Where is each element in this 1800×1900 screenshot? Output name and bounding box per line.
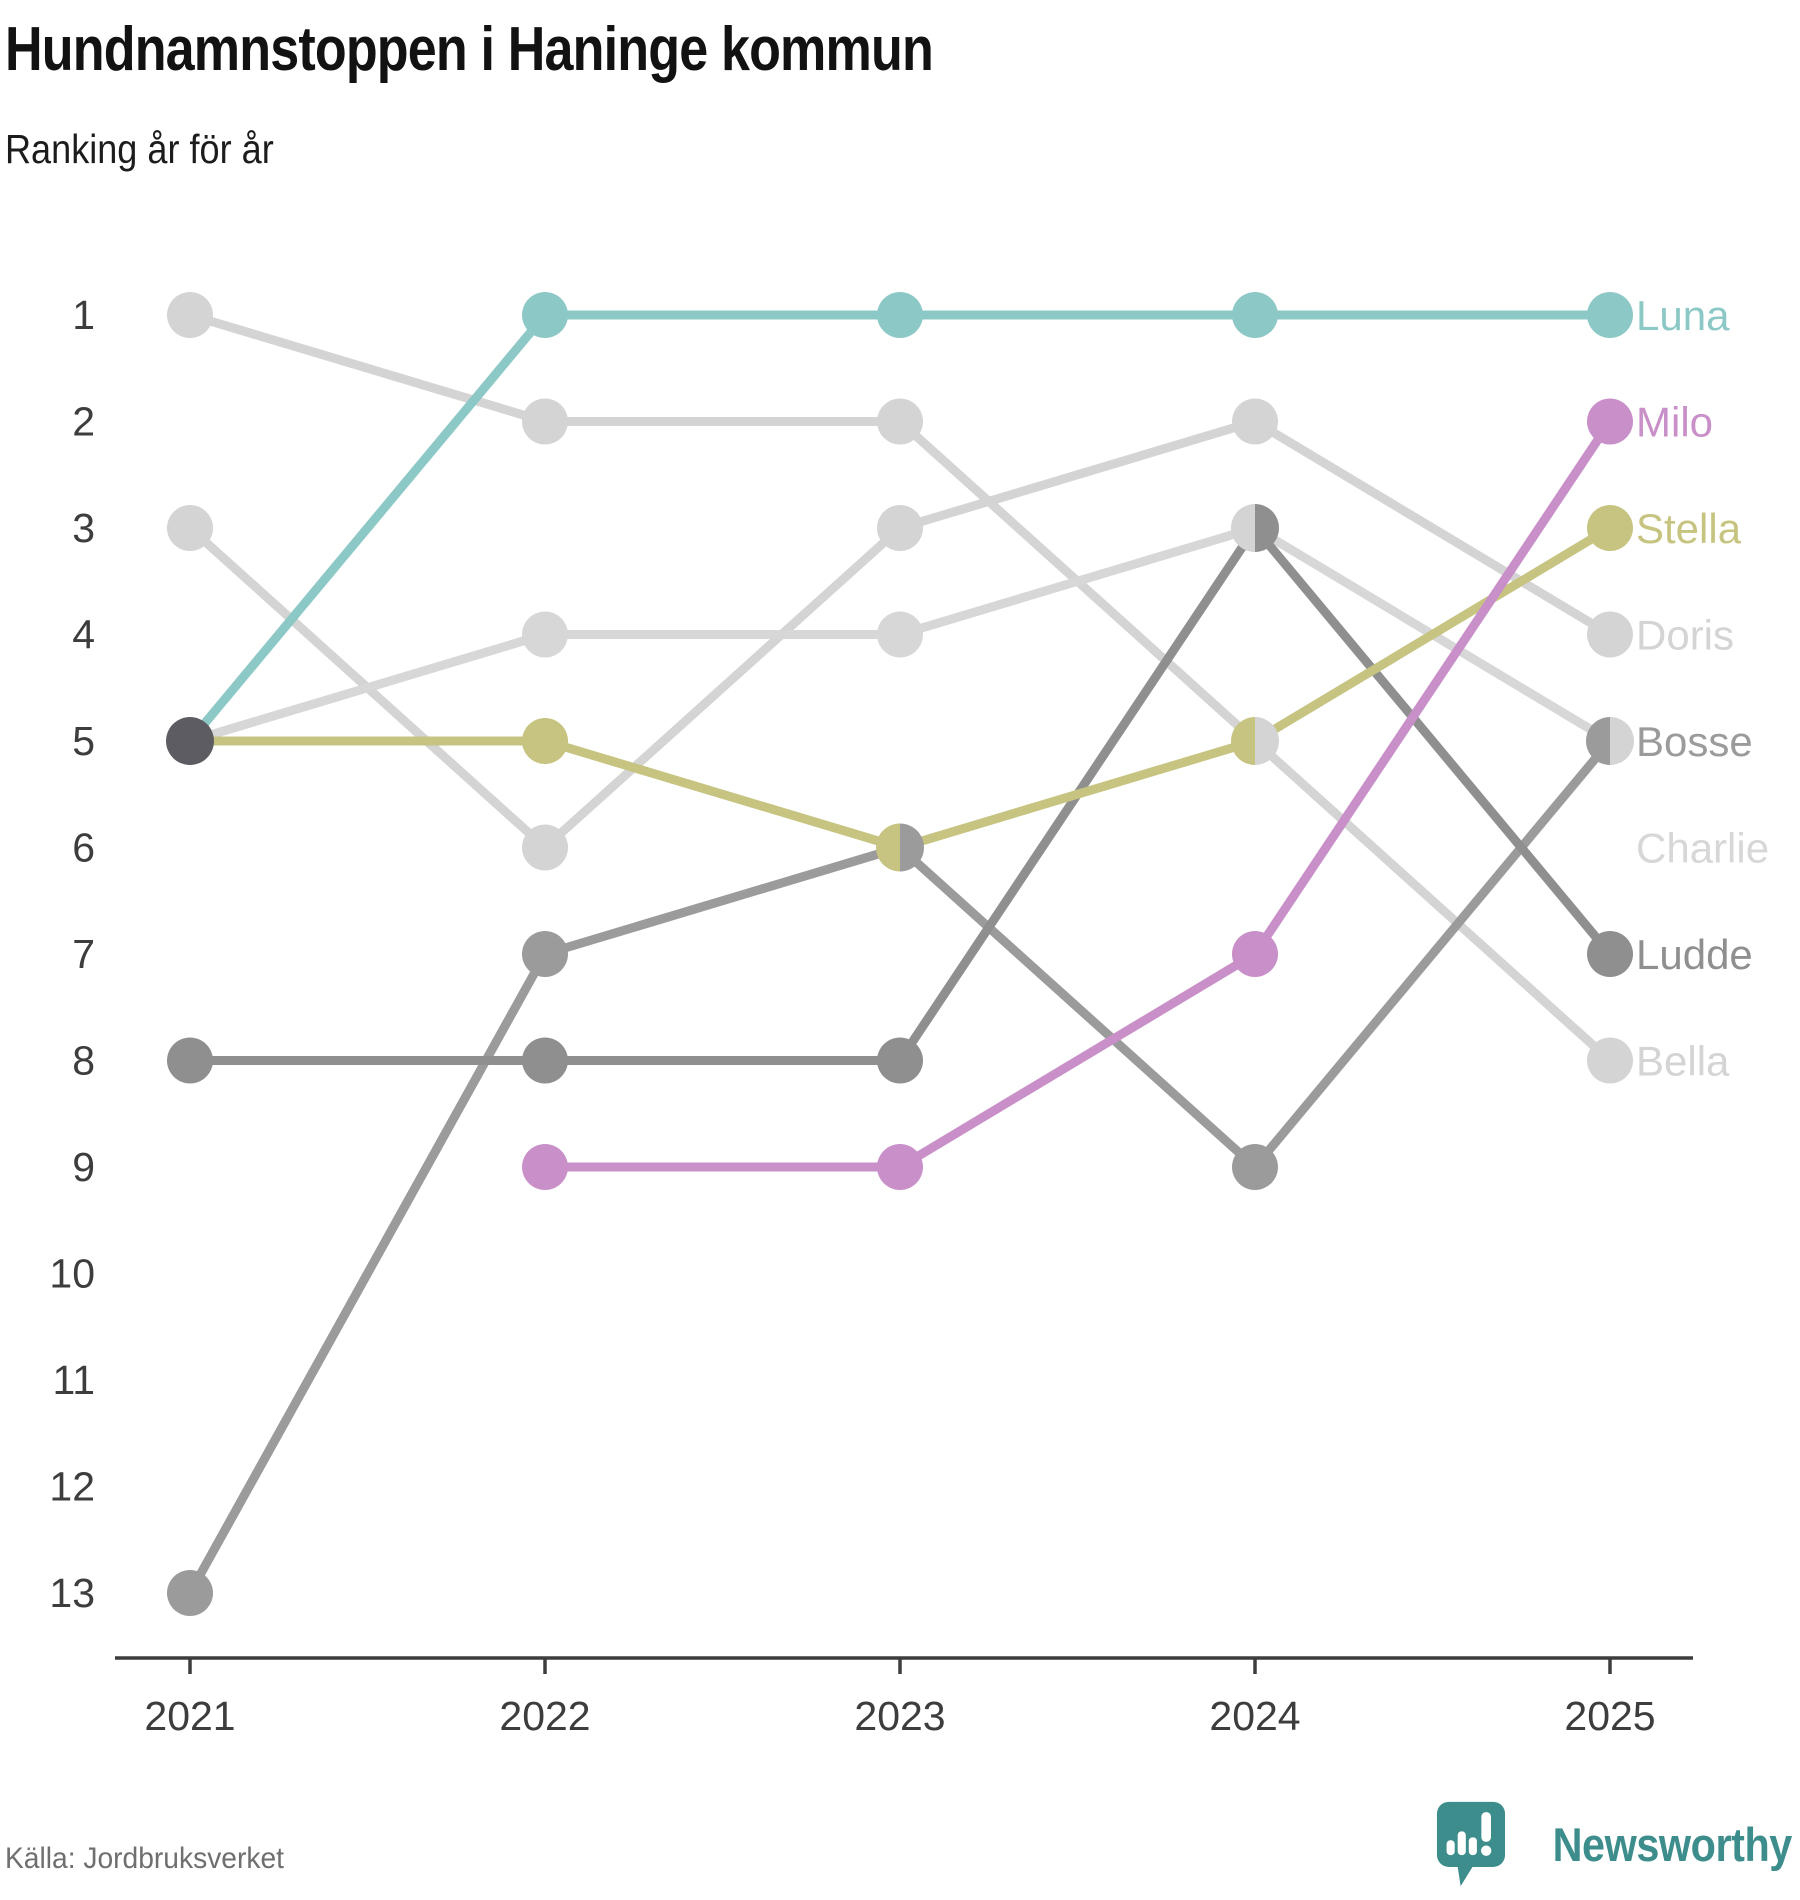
year-tick-label: 2025 bbox=[1564, 1693, 1655, 1739]
source-note: Källa: Jordbruksverket bbox=[5, 1842, 284, 1875]
newsworthy-wordmark: Newsworthy bbox=[1552, 1817, 1793, 1871]
series-label-charlie: Charlie bbox=[1636, 825, 1769, 872]
rank-tick-label: 2 bbox=[72, 399, 95, 445]
tie-dot-right-half bbox=[1255, 717, 1279, 765]
data-point bbox=[877, 1037, 923, 1084]
data-point bbox=[1232, 292, 1278, 338]
data-point bbox=[1232, 931, 1278, 977]
data-point bbox=[167, 505, 213, 551]
rank-tick-label: 1 bbox=[72, 292, 95, 338]
rank-tick-label: 7 bbox=[72, 931, 95, 977]
rank-tick-label: 9 bbox=[72, 1144, 95, 1190]
data-point bbox=[522, 718, 568, 764]
series-label-bosse: Bosse bbox=[1636, 718, 1753, 765]
tie-dot-right-half bbox=[1610, 717, 1634, 765]
data-point bbox=[1587, 1037, 1633, 1084]
data-point bbox=[1587, 292, 1633, 338]
year-tick-label: 2021 bbox=[144, 1693, 235, 1739]
data-point bbox=[522, 398, 568, 445]
year-tick-label: 2024 bbox=[1209, 1693, 1300, 1739]
tie-dot-left-half bbox=[1231, 504, 1255, 552]
year-tick-label: 2022 bbox=[499, 1693, 590, 1739]
data-point bbox=[522, 1037, 568, 1084]
tie-dot-left-half bbox=[1231, 717, 1255, 765]
data-point bbox=[167, 1570, 213, 1616]
series-line bbox=[545, 419, 1614, 1172]
series-label-stella: Stella bbox=[1636, 505, 1742, 552]
series-line bbox=[190, 524, 1613, 853]
rank-tick-label: 12 bbox=[49, 1464, 95, 1510]
series-end-labels: Bella Doris Charlie Bosse Ludde Stella Luna Mil… bbox=[1631, 287, 1775, 1091]
year-tick-label: 2023 bbox=[854, 1693, 945, 1739]
series-label-milo: Milo bbox=[1636, 399, 1713, 446]
data-point bbox=[522, 824, 568, 871]
rank-tick-label: 8 bbox=[72, 1038, 95, 1084]
tie-dot-right-half bbox=[1255, 504, 1279, 552]
page-subtitle: Ranking år för år bbox=[5, 126, 274, 172]
data-point bbox=[877, 611, 923, 658]
tie-dots bbox=[166, 504, 1634, 872]
data-point bbox=[522, 611, 568, 658]
rank-tick-label: 11 bbox=[52, 1357, 95, 1403]
page-title: Hundnamnstoppen i Haninge kommun bbox=[5, 15, 934, 84]
data-point bbox=[1587, 931, 1633, 977]
data-point bbox=[877, 292, 923, 338]
data-point bbox=[522, 931, 568, 977]
data-point bbox=[522, 292, 568, 338]
rank-tick-label: 4 bbox=[72, 612, 95, 658]
data-point bbox=[522, 1144, 568, 1190]
data-point bbox=[1232, 1144, 1278, 1190]
series-milo bbox=[522, 398, 1633, 1190]
data-point bbox=[1587, 505, 1633, 551]
series-stella bbox=[167, 505, 1633, 871]
brand-footer: Newsworthy bbox=[1434, 1800, 1792, 1888]
rank-tick-label: 3 bbox=[72, 505, 95, 551]
x-axis: 2021 2022 2023 2024 2025 bbox=[115, 1656, 1693, 1739]
series-ludde bbox=[167, 505, 1633, 1084]
data-point bbox=[167, 292, 213, 338]
data-point bbox=[1587, 611, 1633, 658]
data-point bbox=[1587, 398, 1633, 445]
data-point bbox=[877, 1144, 923, 1190]
series-label-bella: Bella bbox=[1636, 1038, 1730, 1085]
data-point bbox=[1232, 398, 1278, 445]
data-point bbox=[877, 398, 923, 445]
tie-dot-solid bbox=[166, 717, 214, 765]
rank-tick-label: 10 bbox=[49, 1251, 95, 1297]
data-point bbox=[877, 505, 923, 551]
data-point bbox=[167, 1037, 213, 1084]
series-line bbox=[190, 520, 1614, 1065]
rank-tick-label: 5 bbox=[72, 718, 95, 764]
series-label-luna: Luna bbox=[1636, 292, 1730, 339]
series-bella bbox=[167, 292, 1633, 1084]
tie-dot-right-half bbox=[900, 823, 924, 872]
tie-dot-left-half bbox=[876, 823, 900, 872]
series-label-doris: Doris bbox=[1636, 612, 1734, 659]
tie-dot-left-half bbox=[1586, 717, 1610, 765]
rank-tick-label: 13 bbox=[49, 1570, 95, 1616]
series-label-ludde: Ludde bbox=[1636, 931, 1753, 978]
newsworthy-logo-icon bbox=[1437, 1801, 1506, 1887]
rank-tick-label: 6 bbox=[72, 825, 95, 871]
